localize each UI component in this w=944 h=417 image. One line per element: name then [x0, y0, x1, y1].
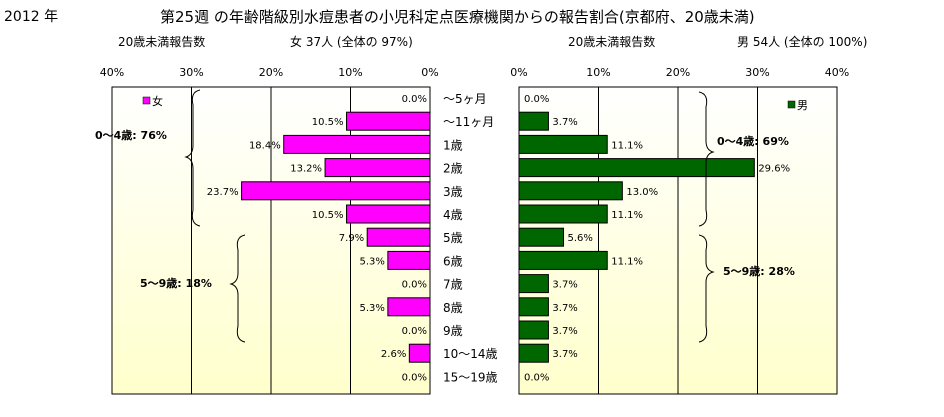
- right-brace-0-4-label: 0～4歳: 69%: [717, 134, 789, 148]
- right-value-label: 29.6%: [758, 164, 790, 175]
- left-value-label: 7.9%: [339, 233, 364, 244]
- left-axis-tick-label: 30%: [179, 66, 203, 79]
- right-axis-tick-label: 10%: [586, 66, 610, 79]
- right-value-label: 3.7%: [552, 303, 577, 314]
- left-bar: [283, 134, 431, 154]
- left-value-label: 2.6%: [381, 349, 406, 360]
- left-bars: [241, 111, 431, 363]
- right-total-label: 男 54人 (全体の 100%): [737, 35, 868, 49]
- right-value-label: 11.1%: [611, 140, 643, 151]
- left-value-label: 5.3%: [359, 256, 384, 267]
- legend-male-label: 男: [797, 99, 808, 112]
- left-bar: [366, 227, 431, 247]
- left-brace-5-9-label: 5～9歳: 18%: [140, 276, 212, 290]
- right-bar: [518, 343, 549, 363]
- left-axis-tick-label: 0%: [421, 66, 438, 79]
- chart-year: 2012 年: [4, 9, 59, 25]
- category-label: 10～14歳: [443, 347, 498, 361]
- right-value-labels: 0.0% 3.7% 11.1% 29.6% 13.0% 11.1% 5.6% 11.1% 3.7…: [524, 94, 790, 383]
- right-value-label: 3.7%: [552, 280, 577, 291]
- left-bar: [241, 181, 431, 201]
- category-label: 8歳: [443, 301, 463, 315]
- right-bar: [518, 134, 608, 154]
- left-bar: [346, 111, 431, 131]
- left-axis-tick-label: 10%: [338, 66, 362, 79]
- category-label: ～11ヶ月: [443, 115, 494, 129]
- left-value-label: 13.2%: [290, 164, 322, 175]
- left-value-label: 0.0%: [402, 372, 427, 383]
- right-value-label: 3.7%: [552, 117, 577, 128]
- right-bar: [518, 250, 608, 270]
- category-label: 7歳: [443, 278, 463, 292]
- right-axis-tick-label: 20%: [666, 66, 690, 79]
- right-value-label: 11.1%: [611, 256, 643, 267]
- category-label: 6歳: [443, 254, 463, 268]
- left-value-label: 18.4%: [249, 140, 281, 151]
- right-bar: [518, 204, 608, 224]
- right-axis-tick-label: 30%: [745, 66, 769, 79]
- right-brace-5-9: [698, 234, 715, 343]
- left-value-label: 10.5%: [312, 117, 344, 128]
- right-brace-5-9-label: 5～9歳: 28%: [723, 264, 795, 278]
- legend-male-swatch: [787, 100, 796, 109]
- left-total-label: 女 37人 (全体の 97%): [290, 35, 413, 49]
- category-label: 9歳: [443, 324, 463, 338]
- left-bar: [387, 250, 431, 270]
- right-axis-tick-label: 40%: [825, 66, 849, 79]
- right-count-label: 20歳未満報告数: [568, 35, 656, 49]
- left-brace-5-9: [229, 234, 246, 343]
- right-value-label: 11.1%: [611, 210, 643, 221]
- legend-female-label: 女: [152, 94, 163, 108]
- right-axis-ticks: 0% 10% 20% 30% 40%: [510, 66, 849, 79]
- left-bar: [346, 204, 431, 224]
- right-value-label: 0.0%: [524, 94, 549, 105]
- left-value-label: 0.0%: [402, 94, 427, 105]
- left-value-label: 0.0%: [402, 326, 427, 337]
- category-label: 4歳: [443, 208, 463, 222]
- left-value-label: 10.5%: [312, 210, 344, 221]
- category-label: 3歳: [443, 185, 463, 199]
- left-bar: [324, 158, 431, 178]
- category-label: 1歳: [443, 138, 463, 152]
- right-bar: [518, 181, 623, 201]
- right-bar: [518, 111, 549, 131]
- right-bar: [518, 274, 549, 294]
- left-brace-0-4: [184, 89, 201, 227]
- right-value-label: 3.7%: [552, 349, 577, 360]
- category-label: 2歳: [443, 162, 463, 176]
- chart-title: 第25週 の年齢階級別水痘患者の小児科定点医療機関からの報告割合(京都府、20歳…: [160, 8, 755, 26]
- right-value-label: 3.7%: [552, 326, 577, 337]
- left-axis-tick-label: 40%: [100, 66, 124, 79]
- right-bar: [518, 227, 565, 247]
- right-bar: [518, 297, 549, 317]
- right-value-label: 5.6%: [568, 233, 593, 244]
- left-axis-tick-label: 20%: [259, 66, 283, 79]
- left-brace-0-4-label: 0～4歳: 76%: [95, 128, 167, 142]
- left-value-label: 23.7%: [207, 187, 239, 198]
- legend-female-swatch: [142, 96, 151, 105]
- category-label: 5歳: [443, 231, 463, 245]
- left-axis-ticks: 40% 30% 20% 10% 0%: [100, 66, 439, 79]
- right-bars: [518, 111, 755, 363]
- right-value-label: 13.0%: [626, 187, 658, 198]
- category-label: ～5ヶ月: [443, 92, 487, 106]
- left-bar: [408, 343, 431, 363]
- right-axis-tick-label: 0%: [510, 66, 527, 79]
- left-value-label: 0.0%: [402, 280, 427, 291]
- right-bar: [518, 320, 549, 340]
- left-count-label: 20歳未満報告数: [118, 35, 206, 49]
- category-labels: ～5ヶ月 ～11ヶ月 1歳 2歳 3歳 4歳 5歳 6歳 7歳 8歳 9歳 10～14歳 15～19歳: [443, 92, 498, 384]
- left-bar: [387, 297, 431, 317]
- category-label: 15～19歳: [443, 370, 498, 384]
- right-brace-0-4: [698, 91, 715, 227]
- left-value-labels: 0.0% 10.5% 18.4% 13.2% 23.7% 10.5% 7.9% 5.3% 0.0…: [207, 94, 427, 383]
- left-value-label: 5.3%: [359, 303, 384, 314]
- right-value-label: 0.0%: [524, 372, 549, 383]
- right-bar: [518, 158, 755, 178]
